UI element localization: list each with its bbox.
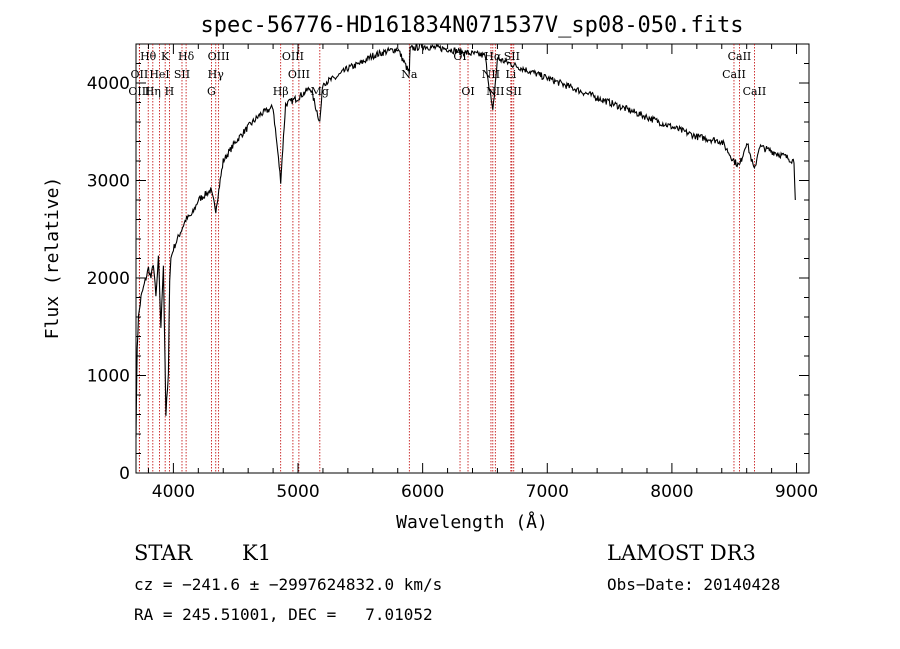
line-label: CaII xyxy=(722,68,746,81)
x-tick-label: 8000 xyxy=(650,482,693,502)
x-axis-ticks: 4000 5000 6000 7000 8000 9000 xyxy=(147,44,818,502)
line-label: OII xyxy=(131,68,149,81)
line-label: G xyxy=(207,85,216,98)
line-label: OIII xyxy=(282,50,304,63)
line-label: Hθ xyxy=(140,50,157,63)
line-label: SII xyxy=(504,50,520,63)
line-label: Na xyxy=(401,68,418,81)
line-label: K xyxy=(161,50,170,63)
y-axis-label: Flux (relative) xyxy=(42,177,63,340)
line-label: Hβ xyxy=(273,85,289,98)
x-tick-label: 4000 xyxy=(152,482,195,502)
observation-date: Obs−Date: 20140428 xyxy=(607,575,780,594)
line-label: Hδ xyxy=(178,50,195,63)
line-label: Li xyxy=(505,68,516,81)
line-label: OIII xyxy=(288,68,310,81)
y-tick-label: 4000 xyxy=(87,74,130,94)
object-class: STAR xyxy=(134,541,193,565)
line-label: NII xyxy=(482,68,500,81)
x-tick-label: 6000 xyxy=(401,482,444,502)
x-tick-label: 7000 xyxy=(526,482,569,502)
flux-series-line xyxy=(135,43,796,438)
line-label: Hγ xyxy=(208,68,225,81)
spectral-line-markers xyxy=(138,44,755,473)
redshift-velocity: cz = −241.6 ± −2997624832.0 km/s xyxy=(134,575,442,594)
object-subclass: K1 xyxy=(242,541,271,565)
survey-name: LAMOST DR3 xyxy=(607,541,756,565)
line-label: Mg xyxy=(311,85,329,98)
plot-frame xyxy=(135,43,810,474)
y-tick-label: 3000 xyxy=(87,172,130,192)
ra-dec-coordinates: RA = 245.51001, DEC = 7.01052 xyxy=(134,605,433,624)
line-label: SII xyxy=(506,85,522,98)
y-tick-label: 0 xyxy=(119,464,130,484)
chart-title: spec-56776-HD161834N071537V_sp08-050.fit… xyxy=(200,13,743,38)
x-axis-label: Wavelength (Å) xyxy=(396,511,548,533)
line-label: CaII xyxy=(743,85,767,98)
line-label: OI xyxy=(461,85,474,98)
line-label: OIII xyxy=(128,85,150,98)
x-tick-label: 5000 xyxy=(276,482,319,502)
x-tick-label: 9000 xyxy=(775,482,818,502)
y-axis-ticks: 0 1000 2000 3000 4000 xyxy=(87,43,809,484)
line-label: Hα xyxy=(484,50,502,63)
y-tick-label: 1000 xyxy=(87,367,130,387)
line-label: Hη xyxy=(145,85,161,98)
line-label: SII xyxy=(174,68,190,81)
line-label: HeI xyxy=(149,68,169,81)
line-label: OIII xyxy=(208,50,230,63)
line-label: CaII xyxy=(728,50,752,63)
y-tick-label: 2000 xyxy=(87,269,130,289)
line-label: H xyxy=(165,85,175,98)
